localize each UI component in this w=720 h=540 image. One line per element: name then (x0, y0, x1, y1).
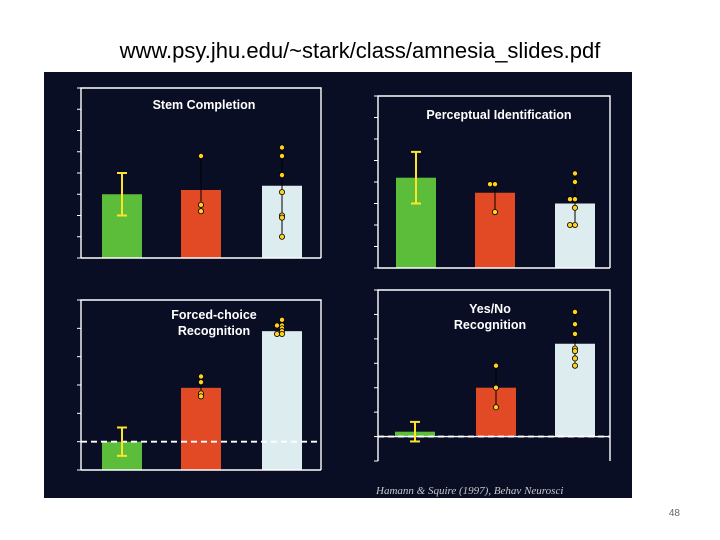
panel-frame (377, 289, 611, 461)
panel-title: Recognition (178, 324, 250, 338)
subject-point (197, 153, 204, 160)
panel-title: Recognition (454, 318, 526, 332)
bar-amn (181, 387, 221, 470)
subject-point (278, 316, 285, 323)
subject-point (567, 221, 574, 228)
subject-point (572, 204, 579, 211)
subject-point (486, 181, 493, 188)
subject-point (572, 362, 579, 369)
subject-point (197, 379, 204, 386)
subject-point (572, 355, 579, 362)
figure: Stem Completion Perceptual Identification… (44, 72, 632, 498)
subject-point (278, 233, 285, 240)
subject-point (197, 393, 204, 400)
subject-point (572, 348, 579, 355)
panel-title: Yes/No (469, 302, 511, 316)
subject-point (492, 362, 499, 369)
subject-point (572, 221, 579, 228)
subject-point (197, 208, 204, 215)
subject-point (491, 181, 498, 188)
page-number: 48 (668, 508, 680, 519)
subject-point (572, 170, 579, 177)
subject-point (278, 144, 285, 151)
citation: Hamann & Squire (1997), Behav Neurosci (375, 485, 563, 497)
chart-figure: Stem Completion Perceptual Identification… (77, 87, 611, 497)
subject-point (273, 330, 280, 337)
subject-point (572, 330, 579, 337)
panel-title: Perceptual Identification (426, 108, 571, 122)
panel-title: Stem Completion (153, 98, 256, 112)
subject-point (572, 321, 579, 328)
subject-point (492, 384, 499, 391)
panel-title: Forced-choice (171, 308, 256, 322)
url-header: www.psy.jhu.edu/~stark/class/amnesia_sli… (119, 38, 601, 63)
subject-point (278, 330, 285, 337)
subject-point (492, 404, 499, 411)
subject-point (572, 308, 579, 315)
subject-point (197, 373, 204, 380)
subject-point (572, 179, 579, 186)
subject-point (278, 153, 285, 160)
subject-point (572, 196, 579, 203)
subject-point (197, 201, 204, 208)
subject-point (278, 172, 285, 179)
subject-point (273, 322, 280, 329)
bar-con (262, 331, 302, 470)
subject-point (491, 209, 498, 216)
subject-point (567, 196, 574, 203)
subject-point (278, 189, 285, 196)
subject-point (278, 214, 285, 221)
